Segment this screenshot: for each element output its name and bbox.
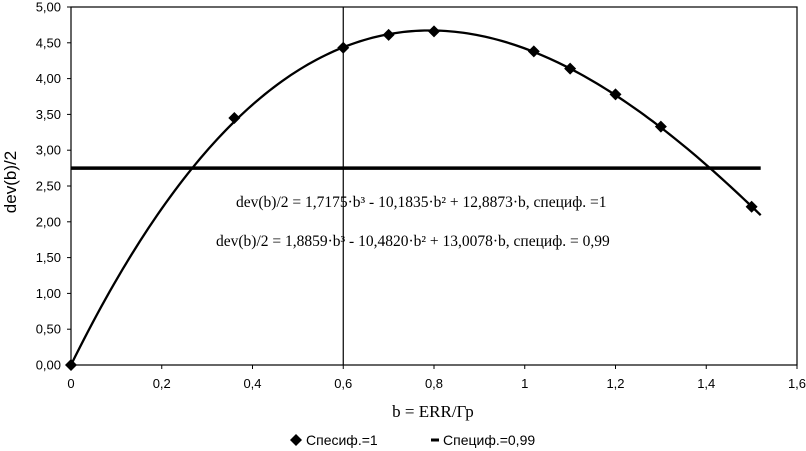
data-point-diamond — [428, 25, 440, 38]
y-tick-label: 4,50 — [36, 35, 61, 50]
y-tick-labels: 0,00 0,50 1,00 1,50 2,00 2,50 3,00 3,50 4,00 4,50… — [36, 0, 61, 373]
y-tick-label: 1,00 — [36, 286, 61, 301]
plot-area — [65, 25, 762, 371]
y-tick-label: 4,00 — [36, 71, 61, 86]
y-tick-label: 2,50 — [36, 179, 61, 194]
legend-diamond-marker — [290, 434, 302, 446]
data-point-diamond — [745, 200, 758, 213]
data-point-diamond — [228, 111, 241, 124]
x-tick-label: 0,2 — [153, 376, 171, 391]
x-tick-label: 0 — [67, 376, 74, 391]
y-tick-label: 1,50 — [36, 250, 61, 265]
x-tick-label: 1 — [521, 376, 528, 391]
y-tick-label: 5,00 — [36, 0, 61, 15]
x-tick-label: 1,6 — [788, 376, 806, 391]
y-tick-label: 3,00 — [36, 143, 61, 158]
x-tick-labels: 0 0,2 0,4 0,6 0,8 1 1,2 1,4 1,6 — [67, 376, 806, 391]
y-tick-label: 2,00 — [36, 214, 61, 229]
annotation-equation-2: dev(b)/2 = 1,8859·b³ - 10,4820·b² + 13,0… — [216, 233, 610, 250]
x-axis-label: b = ERR/Гр — [392, 402, 474, 421]
x-tick-label: 1,4 — [697, 376, 715, 391]
y-axis-label: dev(b)/2 — [1, 151, 20, 213]
data-point-diamond — [337, 41, 350, 54]
x-tick-label: 0,6 — [334, 376, 352, 391]
data-point-diamond — [654, 120, 667, 133]
data-point-diamond — [564, 62, 577, 75]
data-point-diamond — [382, 28, 395, 41]
legend-label-series-1: Спесиф.=1 — [306, 432, 378, 448]
legend: Спесиф.=1 Специф.=0,99 — [290, 432, 535, 448]
trendline-curve — [69, 29, 762, 366]
data-point-diamond — [527, 45, 540, 58]
axes — [67, 6, 798, 369]
x-tick-label: 1,2 — [606, 376, 624, 391]
data-point-diamond — [609, 88, 622, 101]
annotation-equation-1: dev(b)/2 = 1,7175·b³ - 10,1835·b² + 12,8… — [236, 194, 607, 211]
data-point-diamond — [65, 359, 77, 371]
y-tick-label: 3,50 — [36, 107, 61, 122]
y-tick-label: 0,00 — [36, 358, 61, 373]
y-tick-label: 0,50 — [36, 322, 61, 337]
x-tick-label: 0,8 — [425, 376, 443, 391]
plot-border — [70, 6, 798, 366]
legend-label-series-2: Специф.=0,99 — [443, 432, 535, 448]
x-tick-label: 0,4 — [243, 376, 261, 391]
